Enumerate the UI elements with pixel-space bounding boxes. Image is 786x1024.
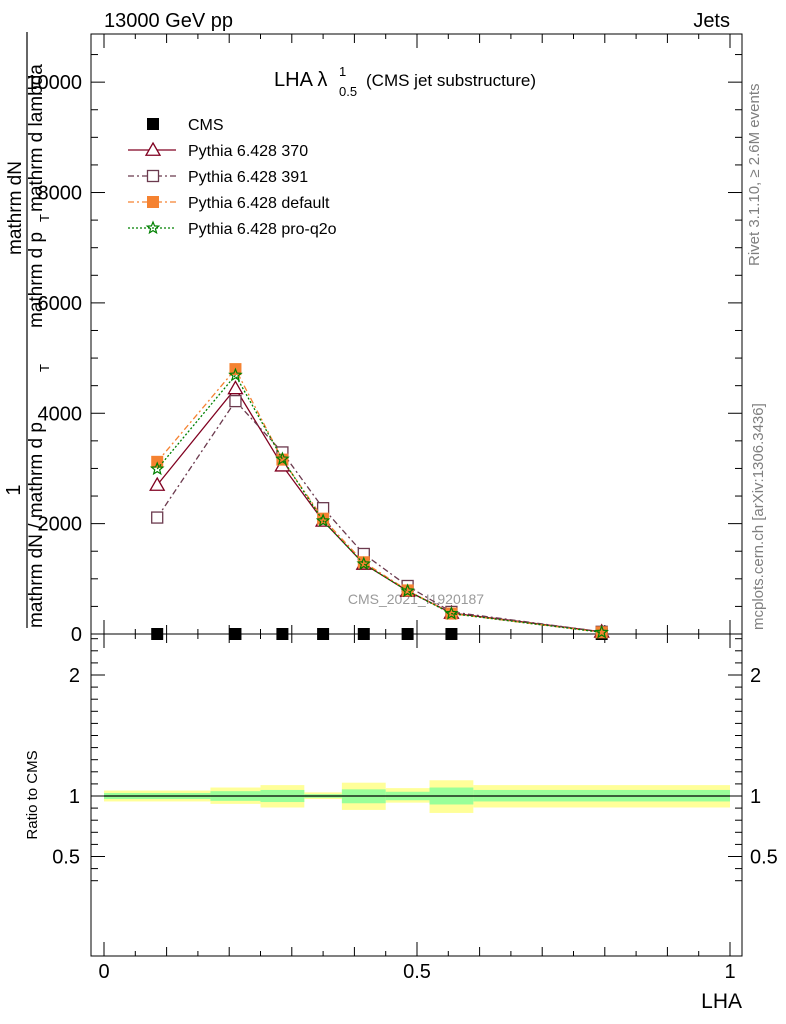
legend-label-0: CMS [188, 117, 224, 134]
data-point-4-3 [315, 513, 331, 528]
x-tick-label-2: 1 [724, 961, 735, 983]
ratio-tick-label-left-0: 0.5 [52, 847, 80, 869]
data-point-4-7 [594, 624, 609, 639]
legend-label-4: Pythia 6.428 pro-q2o [188, 221, 337, 238]
ratio-tick-label-left-2: 2 [69, 665, 80, 687]
legend-item-1: Pythia 6.428 370 [128, 141, 308, 160]
y-tick-label-1: 2000 [38, 514, 83, 536]
data-point-0-5 [401, 628, 414, 640]
data-point-4-4 [356, 556, 372, 571]
legend-item-0: CMS [147, 117, 224, 134]
data-point-0-1 [229, 628, 242, 640]
y-label-dp-sub: T [37, 214, 52, 222]
data-point-0-3 [317, 628, 330, 640]
ratio-bands [104, 780, 730, 813]
ratio-tick-label-left-1: 1 [69, 786, 80, 808]
legend-item-3: Pythia 6.428 default [128, 195, 330, 212]
data-point-4-5 [400, 583, 415, 598]
x-tick-label-1: 0.5 [403, 961, 431, 983]
y-label-dlambda: mathrm d lambda [26, 64, 47, 212]
legend-item-2: Pythia 6.428 391 [128, 169, 308, 186]
data-point-4-1 [228, 367, 243, 382]
data-point-2-0 [151, 511, 164, 524]
data-point-0-6 [445, 628, 458, 640]
y-tick-label-4: 8000 [38, 183, 83, 205]
y-label-dp: mathrm d p [26, 232, 47, 328]
data-point-4-2 [275, 451, 290, 466]
legend-label-1: Pythia 6.428 370 [188, 143, 308, 160]
title-suffix: (CMS jet substructure) [366, 71, 536, 90]
y-tick-label-3: 6000 [38, 293, 83, 315]
ratio-tick-label-right-2: 2 [750, 665, 761, 687]
header-right: Jets [693, 10, 730, 32]
legend-marker-4 [145, 220, 161, 235]
legend: CMS Pythia 6.428 370 Pythia 6.428 391 Pythi… [128, 117, 337, 238]
ratio-y-axis-label: Ratio to CMS [24, 750, 41, 839]
data-point-1-0 [149, 476, 166, 491]
chart-title: LHA λ 1 0.5 (CMS jet substructure) [274, 64, 536, 99]
y-label-num: mathrm dN [5, 161, 26, 255]
title-text: LHA λ [274, 69, 327, 91]
data-point-2-1 [229, 394, 242, 408]
y-tick-label-2: 4000 [38, 403, 83, 425]
y-ticks [91, 54, 742, 635]
data-point-4-0 [149, 461, 165, 476]
legend-label-2: Pythia 6.428 391 [188, 169, 308, 186]
x-ticks [103, 34, 731, 956]
y-tick-label-5: 10000 [26, 72, 82, 94]
data-point-4-6 [444, 605, 459, 620]
header-left: 13000 GeV pp [104, 10, 233, 32]
ratio-tick-label-right-1: 1 [750, 786, 761, 808]
data-point-0-2 [276, 628, 289, 640]
legend-label-3: Pythia 6.428 default [188, 195, 330, 212]
series-4 [149, 367, 609, 639]
y-label-one: 1 [3, 484, 25, 495]
title-subscript: 0.5 [339, 84, 357, 99]
ratio-y-ticks [91, 638, 742, 882]
legend-marker-0 [147, 118, 159, 130]
series-layer [149, 363, 610, 640]
x-tick-label-0: 0 [98, 961, 109, 983]
watermark: CMS_2021_I1920187 [348, 591, 484, 607]
legend-marker-1 [144, 141, 162, 156]
series-line-2 [156, 400, 602, 633]
data-point-2-3 [316, 502, 330, 515]
data-point-0-0 [151, 628, 164, 640]
series-line-4 [156, 374, 602, 633]
data-point-1-1 [227, 380, 244, 395]
legend-item-4: Pythia 6.428 pro-q2o [128, 220, 337, 238]
y-label-denom-a: mathrm dN / mathrm d p [26, 422, 47, 628]
x-axis-label: LHA [701, 990, 742, 1013]
y-tick-label-0: 0 [71, 624, 82, 646]
data-point-0-4 [357, 628, 370, 640]
y-label-denom-sub: T [37, 364, 52, 372]
title-superscript: 1 [339, 64, 346, 79]
legend-marker-3 [147, 196, 159, 208]
legend-marker-2 [146, 169, 160, 183]
ratio-tick-label-right-0: 0.5 [750, 847, 778, 869]
